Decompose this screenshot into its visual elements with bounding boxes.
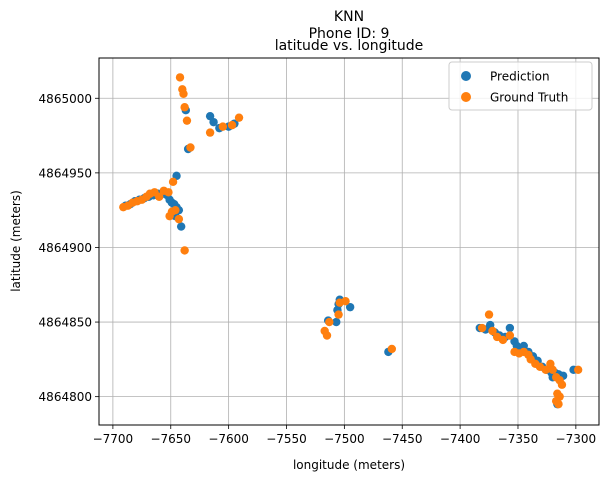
point-ground-truth	[573, 365, 583, 375]
point-ground-truth	[387, 344, 397, 354]
legend-label-ground-truth: Ground Truth	[490, 91, 568, 105]
x-tick-label: −7600	[208, 432, 249, 446]
point-prediction	[332, 317, 341, 327]
point-prediction	[505, 323, 515, 333]
point-ground-truth	[186, 143, 195, 152]
x-tick-label: −7700	[93, 432, 134, 446]
y-axis-label: latitude (meters)	[9, 190, 23, 292]
point-prediction	[345, 302, 355, 312]
point-ground-truth	[334, 310, 343, 319]
point-prediction	[519, 341, 528, 351]
point-prediction	[209, 117, 218, 127]
point-ground-truth	[548, 365, 557, 375]
x-tick-label: −7400	[440, 432, 481, 446]
point-ground-truth	[154, 192, 164, 201]
legend: Prediction Ground Truth	[448, 61, 593, 111]
legend-frame	[448, 61, 593, 111]
point-ground-truth	[179, 89, 188, 99]
point-ground-truth	[182, 116, 192, 125]
x-tick-label: −7550	[266, 432, 307, 446]
point-ground-truth	[234, 113, 244, 122]
x-tick-label: −7650	[150, 432, 191, 446]
x-tick-label: −7350	[498, 432, 539, 446]
point-ground-truth	[180, 103, 189, 112]
point-ground-truth	[541, 365, 550, 375]
point-ground-truth	[164, 188, 173, 197]
point-ground-truth	[218, 122, 228, 131]
point-ground-truth	[171, 205, 180, 215]
legend-marker-prediction	[461, 71, 471, 81]
axes-frame	[98, 57, 600, 426]
axis-ticks: −7700 −7650 −7600 −7550 −7500 −7450 −7400 −7350…	[39, 92, 597, 446]
point-ground-truth	[341, 296, 350, 306]
grid	[99, 58, 599, 425]
point-ground-truth	[227, 120, 237, 130]
point-ground-truth	[322, 331, 332, 340]
point-ground-truth	[554, 399, 563, 409]
legend-marker-ground-truth	[461, 92, 471, 102]
x-tick-label: −7300	[556, 432, 597, 446]
point-ground-truth	[477, 323, 487, 333]
point-ground-truth	[498, 335, 508, 345]
plot-area: −7700 −7650 −7600 −7550 −7500 −7450 −7400 −7350…	[39, 57, 600, 446]
point-ground-truth	[557, 380, 567, 389]
y-tick-label: 4864950	[39, 166, 92, 180]
y-tick-label: 4864800	[39, 390, 92, 404]
point-ground-truth	[175, 73, 185, 82]
y-tick-label: 4865000	[39, 92, 92, 106]
point-ground-truth	[325, 317, 334, 327]
point-ground-truth	[174, 214, 184, 224]
y-tick-label: 4864850	[39, 316, 92, 330]
x-tick-label: −7500	[324, 432, 365, 446]
data-points	[119, 73, 583, 409]
chart-title: latitude vs. longitude	[275, 38, 424, 54]
point-ground-truth	[488, 326, 497, 336]
point-prediction	[176, 222, 186, 231]
y-tick-label: 4864900	[39, 241, 92, 255]
x-axis-label: longitude (meters)	[293, 458, 405, 472]
point-ground-truth	[168, 177, 178, 187]
point-ground-truth	[180, 246, 189, 255]
figure-suptitle-line1: KNN	[334, 9, 364, 25]
figure-suptitle-line2: Phone ID: 9	[309, 26, 390, 42]
point-ground-truth	[205, 128, 215, 137]
legend-label-prediction: Prediction	[490, 70, 550, 84]
point-ground-truth	[505, 331, 515, 340]
x-tick-label: −7450	[382, 432, 423, 446]
point-ground-truth	[484, 310, 494, 319]
